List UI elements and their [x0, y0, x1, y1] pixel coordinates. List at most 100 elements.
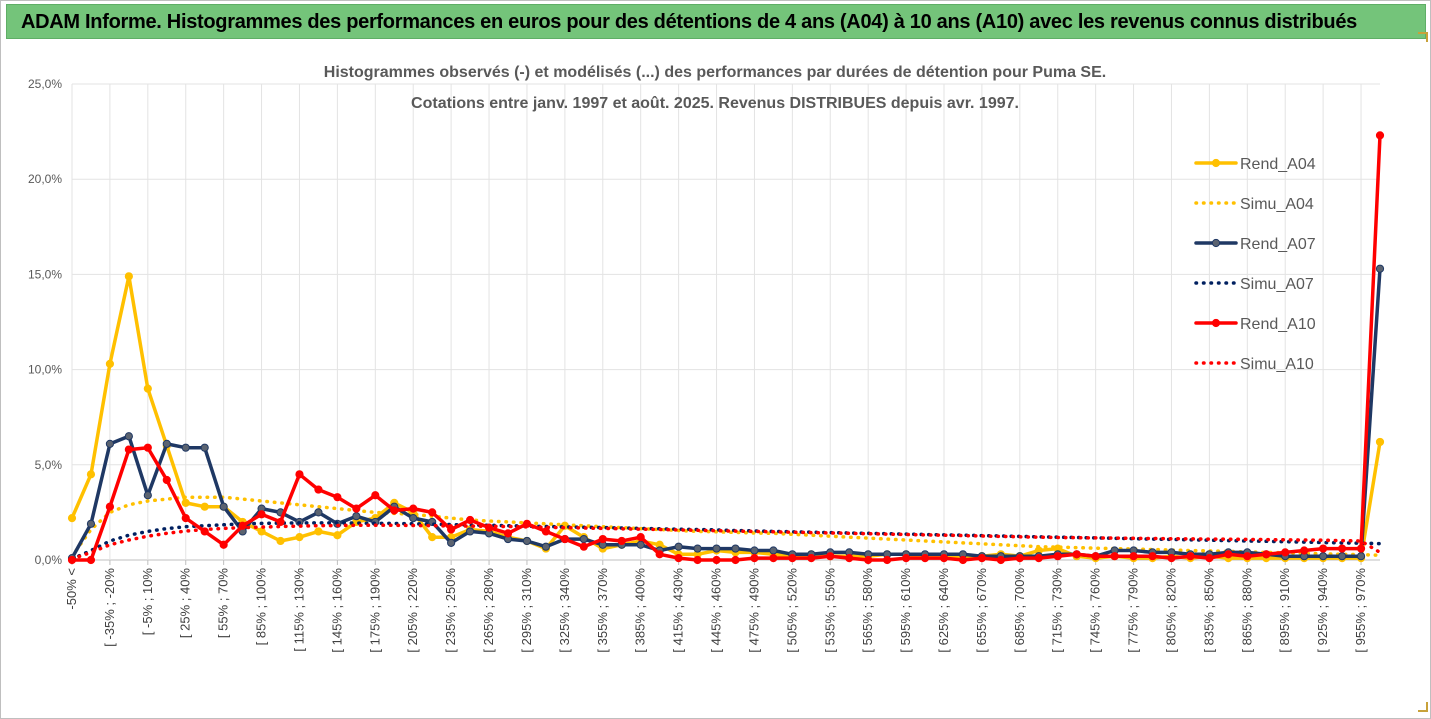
x-tick-label: [ 955% ; 970%	[1353, 568, 1368, 653]
y-axis-ticks: 0,0% 5,0% 10,0% 15,0% 20,0% 25,0%	[28, 77, 62, 567]
page-title: ADAM Informe. Histogrammes des performan…	[21, 11, 1357, 33]
data-point	[674, 553, 683, 563]
data-point	[920, 553, 930, 563]
legend-marker	[1211, 318, 1221, 328]
series-line-simu-a04	[70, 495, 1382, 558]
chart-canvas: 0,0% 5,0% 10,0% 15,0% 20,0% 25,0% -50% < [ -35…	[28, 64, 1385, 653]
data-point	[124, 272, 133, 281]
data-point	[352, 512, 361, 521]
x-tick-label: [ 25% ; 40%	[178, 568, 193, 639]
data-point	[181, 514, 190, 523]
grid-lines	[71, 83, 1380, 565]
x-tick-label: [ 565% ; 580%	[860, 568, 875, 653]
data-point	[750, 546, 759, 555]
data-point	[276, 517, 285, 527]
legend-label: Simu_A07	[1240, 276, 1314, 293]
data-point	[465, 515, 475, 525]
data-point	[409, 504, 418, 513]
data-point	[1356, 544, 1366, 553]
corner-handle-top-right	[1418, 32, 1428, 42]
x-axis-ticks: -50% < [ -35% ; -20% [ -5% ; 10% [ 25% ; 40…	[64, 568, 1368, 653]
data-point	[67, 514, 77, 523]
data-point	[143, 443, 152, 452]
data-point	[295, 470, 304, 479]
data-point	[86, 519, 96, 528]
data-point	[541, 542, 551, 551]
x-tick-label: [ 415% ; 430%	[671, 568, 686, 653]
data-point	[864, 555, 873, 565]
data-point	[939, 553, 949, 563]
data-point	[105, 502, 115, 511]
data-point	[105, 439, 115, 448]
data-point	[845, 553, 854, 563]
series-line-rend-a10	[70, 133, 1382, 562]
legend-label: Rend_A10	[1240, 316, 1316, 333]
x-tick-label: -50% <	[64, 568, 79, 610]
x-tick-label: [ 715% ; 730%	[1050, 568, 1065, 653]
legend-label: Rend_A07	[1240, 236, 1316, 253]
data-point	[769, 553, 778, 563]
data-point	[314, 508, 323, 517]
data-point	[314, 485, 323, 494]
data-point	[143, 491, 152, 500]
x-tick-label: [ 655% ; 670%	[974, 568, 989, 653]
data-point	[901, 553, 911, 563]
chart-title-line-1: Histogrammes observés (-) et modélisés (…	[324, 64, 1106, 81]
data-point	[200, 443, 209, 452]
data-point	[977, 553, 987, 563]
data-point	[1129, 552, 1138, 561]
data-point	[181, 443, 190, 452]
data-point	[465, 527, 475, 536]
x-tick-label: [ 205% ; 220%	[405, 568, 420, 653]
data-point	[1262, 550, 1271, 559]
data-point	[371, 491, 380, 500]
data-point	[1148, 552, 1157, 561]
x-tick-label: [ 535% ; 550%	[822, 568, 837, 653]
data-point	[333, 493, 342, 502]
data-point	[636, 533, 645, 542]
x-tick-label: [ 445% ; 460%	[709, 568, 724, 653]
data-point	[447, 538, 456, 547]
chart-title-line-2: Cotations entre janv. 1997 et août. 2025…	[411, 95, 1019, 112]
data-point	[807, 553, 816, 563]
data-point	[1319, 552, 1328, 561]
data-point	[541, 527, 551, 536]
series-line-rend-a07	[70, 266, 1382, 560]
data-point	[636, 540, 645, 549]
data-point	[693, 544, 702, 553]
data-point	[1319, 544, 1328, 553]
data-point	[1034, 553, 1043, 563]
x-tick-label: [ 595% ; 610%	[898, 568, 913, 653]
data-point	[883, 555, 892, 565]
data-point	[1281, 548, 1290, 557]
x-tick-label: [ 355% ; 370%	[595, 568, 610, 653]
x-tick-label: [ 805% ; 820%	[1163, 568, 1178, 653]
data-point	[314, 527, 323, 536]
data-point	[1243, 552, 1252, 561]
data-point	[598, 534, 607, 544]
data-point	[1091, 552, 1100, 561]
data-point	[826, 552, 835, 561]
corner-handle-bottom-right	[1418, 702, 1428, 712]
data-point	[333, 531, 342, 540]
x-tick-label: [ 175% ; 190%	[367, 568, 382, 653]
data-point	[409, 514, 418, 523]
y-tick-label: 15,0%	[28, 267, 62, 281]
x-tick-label: [ 775% ; 790%	[1126, 568, 1141, 653]
x-tick-label: [ 625% ; 640%	[936, 568, 951, 653]
y-tick-label: 5,0%	[35, 458, 63, 472]
data-point	[503, 529, 513, 538]
data-point	[712, 555, 721, 565]
legend-label: Rend_A04	[1240, 156, 1316, 173]
data-point	[428, 508, 437, 517]
y-tick-label: 20,0%	[28, 172, 62, 186]
legend-marker	[1211, 238, 1221, 248]
x-tick-label: [ -5% ; 10%	[140, 568, 155, 636]
data-point	[86, 470, 96, 479]
series-line-simu-a10	[70, 523, 1382, 561]
data-point	[579, 542, 588, 551]
data-point	[200, 502, 209, 511]
data-point	[219, 540, 228, 549]
x-tick-label: [ 385% ; 400%	[633, 568, 648, 653]
